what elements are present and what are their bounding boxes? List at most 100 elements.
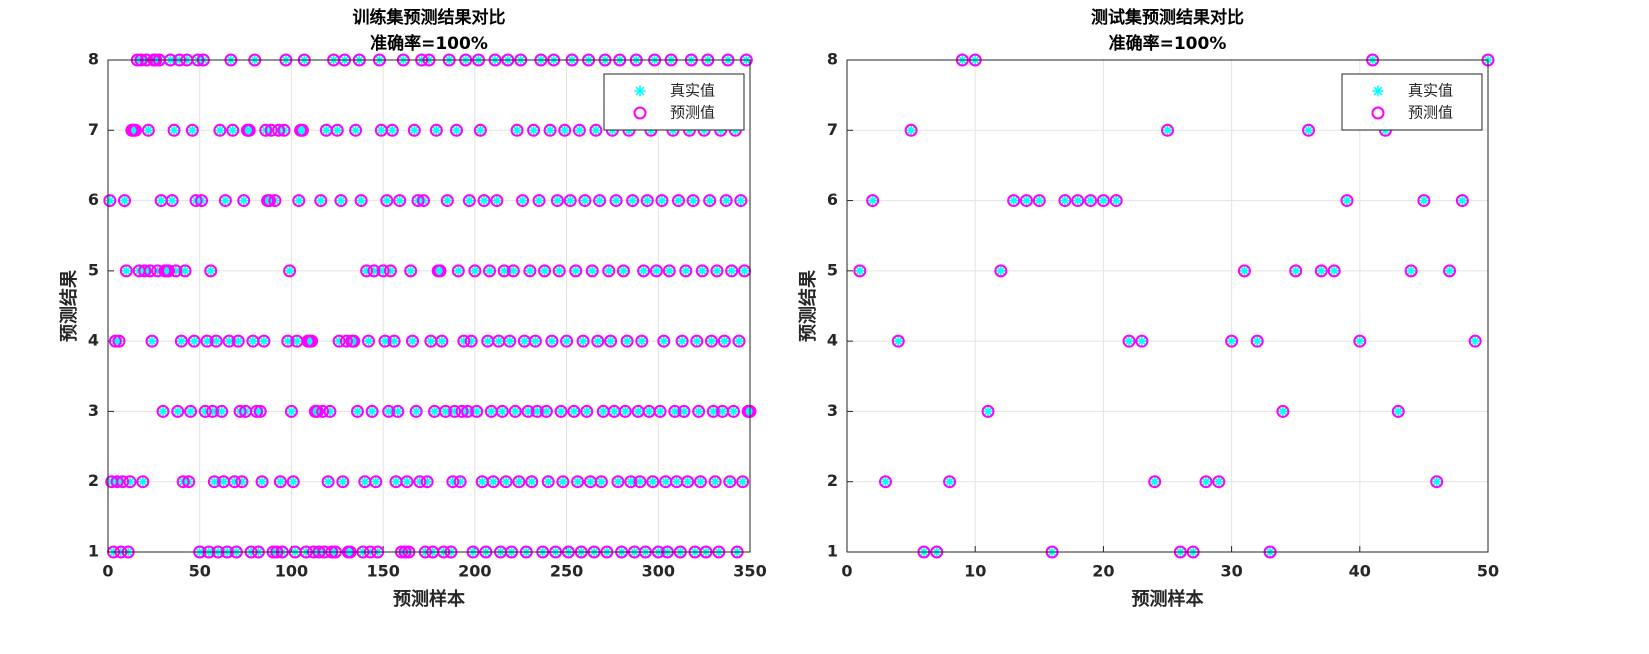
- predicted-point: [690, 334, 704, 348]
- true-point: [691, 335, 703, 347]
- predicted-point: [420, 475, 434, 489]
- true-point: [421, 476, 433, 488]
- true-point: [414, 476, 426, 488]
- true-point: [392, 405, 404, 417]
- predicted-point: [347, 334, 361, 348]
- true-point: [636, 335, 648, 347]
- true-point: [528, 124, 540, 136]
- true-point: [348, 335, 360, 347]
- predicted-point: [316, 404, 330, 418]
- true-point: [493, 335, 505, 347]
- true-point: [355, 195, 367, 207]
- predicted-point: [336, 475, 350, 489]
- true-point: [229, 476, 241, 488]
- predicted-point: [272, 123, 286, 137]
- x-tick-label: 50: [189, 562, 211, 581]
- true-point: [1469, 335, 1481, 347]
- true-point: [337, 476, 349, 488]
- predicted-point: [477, 194, 491, 208]
- axes-box: [846, 59, 1489, 553]
- predicted-point: [1096, 194, 1110, 208]
- predicted-point: [571, 475, 585, 489]
- chart-subtitle: 准确率=100%: [1109, 33, 1227, 54]
- predicted-point: [497, 264, 511, 278]
- true-point: [1392, 405, 1404, 417]
- true-point: [603, 265, 615, 277]
- predicted-point: [550, 194, 564, 208]
- true-point: [390, 476, 402, 488]
- true-point: [507, 265, 519, 277]
- predicted-point: [400, 475, 414, 489]
- predicted-point: [490, 194, 504, 208]
- predicted-point: [679, 264, 693, 278]
- true-point: [590, 124, 602, 136]
- y-tick-label: 4: [827, 331, 838, 350]
- predicted-point: [591, 334, 605, 348]
- predicted-point: [1212, 475, 1226, 489]
- predicted-point: [451, 264, 465, 278]
- predicted-point: [283, 264, 297, 278]
- true-point: [1162, 124, 1173, 136]
- x-tick-label: 200: [458, 562, 491, 581]
- x-tick-label: 10: [964, 562, 986, 581]
- true-point: [408, 124, 420, 136]
- true-point: [152, 265, 164, 277]
- true-point: [320, 124, 332, 136]
- predicted-point: [162, 264, 176, 278]
- predicted-point: [281, 334, 295, 348]
- true-point: [383, 405, 395, 417]
- predicted-point: [129, 123, 143, 137]
- true-point: [709, 476, 721, 488]
- predicted-point: [250, 404, 264, 418]
- true-point: [542, 476, 554, 488]
- true-point: [386, 124, 398, 136]
- predicted-point: [118, 194, 132, 208]
- true-point: [500, 476, 512, 488]
- predicted-point: [1161, 123, 1174, 137]
- predicted-point: [1455, 194, 1469, 208]
- true-point: [359, 476, 371, 488]
- true-point: [168, 124, 180, 136]
- predicted-point: [545, 334, 559, 348]
- true-point: [617, 265, 629, 277]
- predicted-point: [141, 123, 155, 137]
- true-point: [124, 476, 136, 488]
- predicted-point: [339, 334, 353, 348]
- y-tick-label: 2: [827, 471, 838, 490]
- true-point: [694, 476, 706, 488]
- true-point: [1405, 265, 1417, 277]
- predicted-point: [527, 123, 541, 137]
- predicted-point: [580, 404, 594, 418]
- true-point: [568, 405, 580, 417]
- y-tick-label: 1: [827, 542, 838, 561]
- true-point: [447, 476, 459, 488]
- true-point: [531, 405, 543, 417]
- predicted-point: [655, 194, 669, 208]
- predicted-point: [383, 264, 397, 278]
- predicted-point: [717, 334, 731, 348]
- y-tick-label: 6: [827, 190, 838, 209]
- true-point: [498, 265, 510, 277]
- true-point: [551, 195, 563, 207]
- predicted-point: [407, 123, 421, 137]
- true-point: [517, 195, 529, 207]
- true-point: [650, 265, 662, 277]
- predicted-point: [611, 475, 625, 489]
- predicted-point: [662, 264, 676, 278]
- predicted-point: [708, 475, 722, 489]
- predicted-point: [393, 194, 407, 208]
- predicted-point: [538, 264, 552, 278]
- true-point: [405, 265, 417, 277]
- predicted-point: [1148, 475, 1162, 489]
- x-tick-label: 250: [550, 562, 583, 581]
- predicted-point: [681, 475, 695, 489]
- true-point: [104, 195, 116, 207]
- legend-label: 预测值: [1408, 104, 1453, 122]
- true-point: [287, 476, 299, 488]
- true-point: [561, 335, 573, 347]
- predicted-point: [1199, 475, 1213, 489]
- true-point: [696, 265, 708, 277]
- predicted-point: [620, 334, 634, 348]
- predicted-point: [1250, 334, 1264, 348]
- true-point: [463, 195, 475, 207]
